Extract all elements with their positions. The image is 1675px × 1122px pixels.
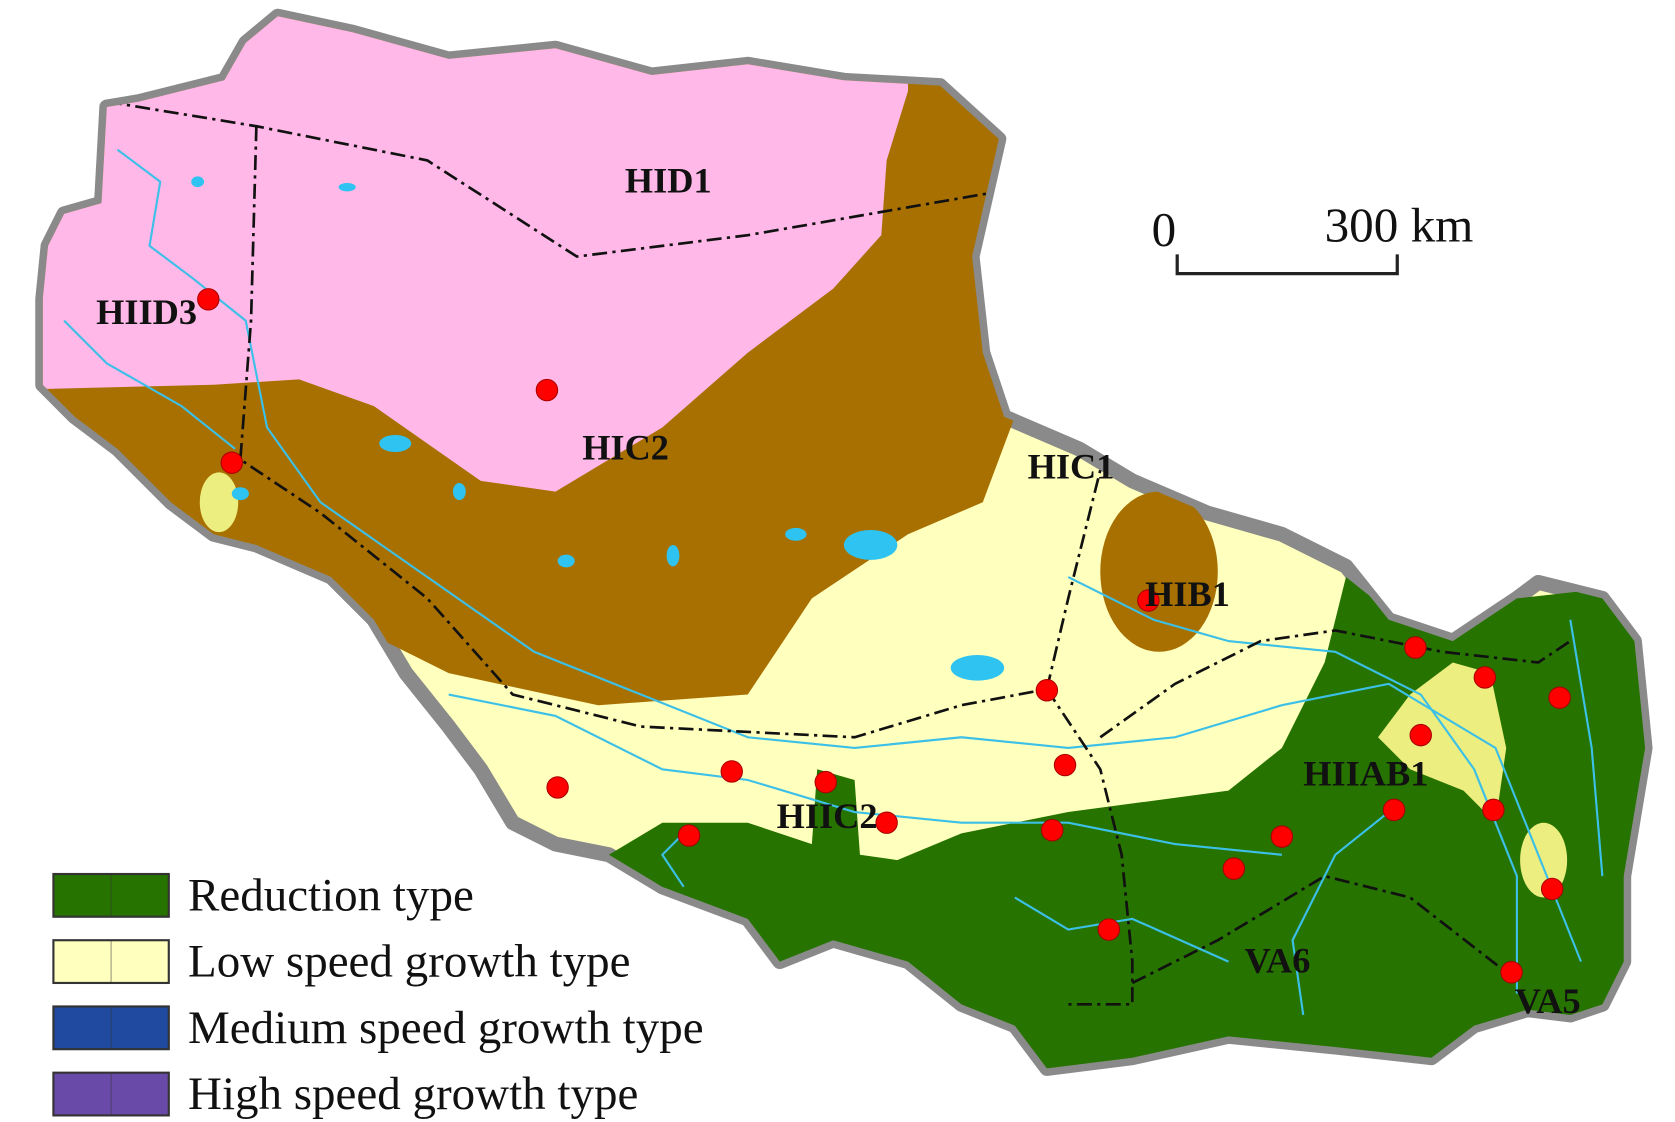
legend-label: Reduction type (188, 869, 474, 921)
region-label: HIB1 (1145, 574, 1230, 614)
legend-label: High speed growth type (188, 1068, 638, 1120)
rivers (63, 148, 1604, 1016)
region-label: HIID3 (96, 292, 197, 332)
scale-end: 300 km (1325, 198, 1474, 253)
region-label: HIIC2 (777, 796, 878, 836)
region-yellow-blob (1378, 662, 1507, 823)
region-label: VA6 (1244, 940, 1310, 980)
region-label: VA5 (1515, 981, 1581, 1021)
region-hib1 (1100, 491, 1218, 652)
legend: Reduction type Low speed growth type Mediu… (52, 869, 704, 1120)
scale-bar: 0 300 km (1152, 198, 1474, 276)
region-label: HID1 (625, 160, 712, 200)
legend-label: Medium speed growth type (188, 1002, 704, 1054)
scale-line (1175, 254, 1399, 276)
region-label: HIIAB1 (1303, 753, 1428, 793)
towns (197, 288, 1571, 984)
region-label: HIC1 (1028, 447, 1115, 487)
region-label: HIC2 (582, 428, 669, 468)
roads (106, 100, 1572, 1006)
scale-start: 0 (1152, 202, 1177, 257)
legend-label: Low speed growth type (188, 936, 630, 988)
region-pink (42, 16, 909, 492)
lakes (191, 176, 1005, 681)
region-yellow-blob (199, 472, 239, 533)
